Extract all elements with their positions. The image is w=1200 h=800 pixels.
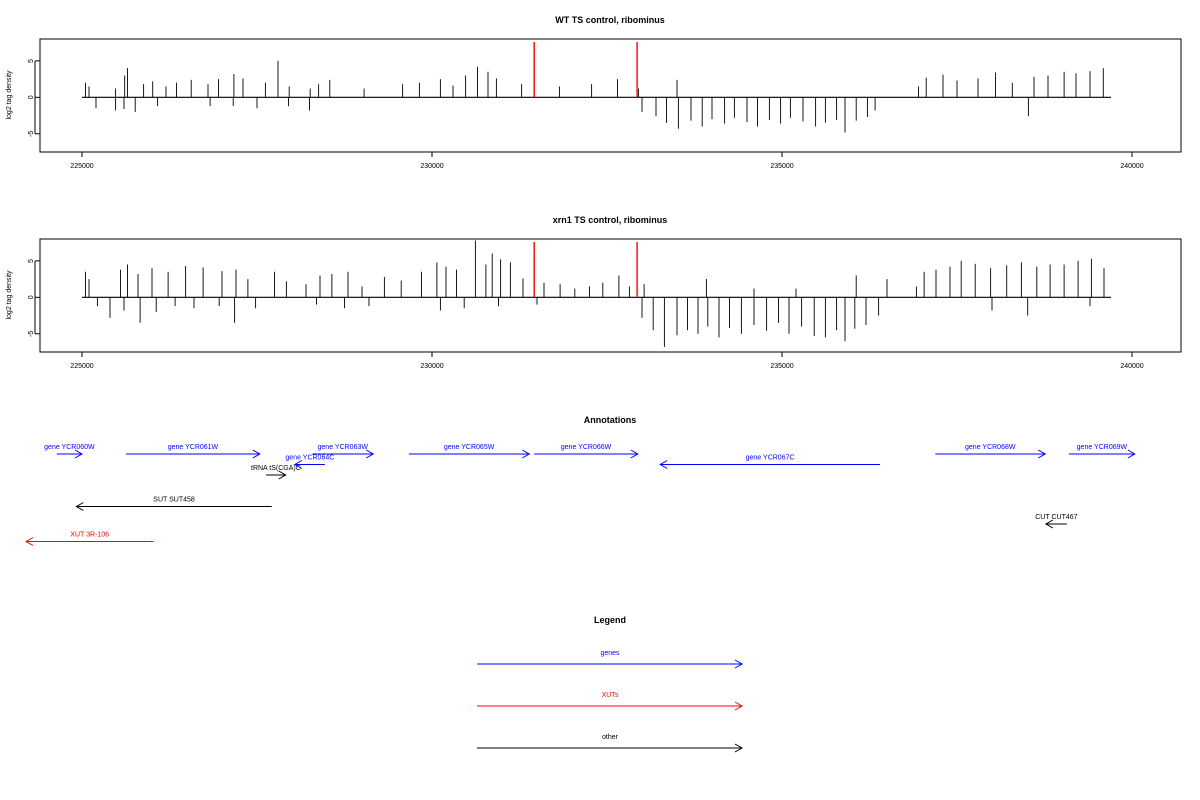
- legend-label: XUTs: [602, 692, 619, 699]
- annotations-title: Annotations: [584, 415, 637, 425]
- y-tick-label: -5: [28, 131, 35, 137]
- arrow-head: [734, 659, 744, 669]
- panel-title: xrn1 TS control, ribominus: [553, 215, 668, 225]
- y-axis-title: log2 tag density: [6, 70, 13, 120]
- feature-label: gene YCR066W: [561, 444, 612, 451]
- annotation-feature: gene YCR063W: [312, 444, 375, 459]
- boundary-markers: [533, 42, 638, 98]
- legend-item: genes: [477, 650, 744, 669]
- arrow-head: [522, 449, 531, 459]
- feature-label: CUT CUT467: [1035, 514, 1077, 521]
- arrow-head: [293, 460, 303, 469]
- boundary-markers: [533, 242, 638, 298]
- wt-density-panel: WT TS control, ribominus log2 tag densit…: [6, 15, 1182, 170]
- x-tick-label: 230000: [420, 163, 443, 170]
- arrow-head: [74, 449, 84, 459]
- annotation-feature: tRNA tS(CGA)C: [251, 465, 301, 480]
- annotation-feature: CUT CUT467: [1035, 514, 1078, 529]
- annotation-features: gene YCR060W gene YCR061W gene YCR063W gene…: [24, 444, 1136, 546]
- arrow-head: [630, 449, 639, 459]
- arrow-head: [24, 537, 34, 546]
- feature-label: gene YCR068W: [965, 444, 1016, 451]
- feature-label: gene YCR060W: [44, 444, 95, 451]
- arrow-head: [1127, 449, 1136, 459]
- annotations-track: Annotations gene YCR060W gene YCR061W gene…: [24, 415, 1136, 546]
- axes: 225000 230000 235000 240000 -5 0 5: [28, 259, 1144, 370]
- y-tick-label: 5: [28, 59, 35, 63]
- legend-items: genes XUTs other: [477, 650, 744, 753]
- feature-label: gene YCR067C: [746, 455, 795, 462]
- feature-label: gene YCR064C: [285, 455, 334, 462]
- x-tick-label: 240000: [1120, 163, 1143, 170]
- annotation-feature: gene YCR061W: [126, 444, 261, 459]
- x-tick-label: 230000: [420, 363, 443, 370]
- plot-frame: [39, 38, 1182, 153]
- legend-item: XUTs: [477, 692, 744, 711]
- plot-frame: [39, 238, 1182, 353]
- y-axis-title: log2 tag density: [6, 270, 13, 320]
- x-tick-label: 240000: [1120, 363, 1143, 370]
- xrn1-density-panel: xrn1 TS control, ribominus log2 tag dens…: [6, 215, 1182, 370]
- arrow-head: [365, 449, 375, 459]
- x-tick-label: 235000: [770, 163, 793, 170]
- annotation-feature: gene YCR066W: [534, 444, 639, 459]
- annotation-feature: gene YCR060W: [44, 444, 95, 459]
- feature-label: tRNA tS(CGA)C: [251, 465, 301, 472]
- annotation-feature: gene YCR067C: [659, 455, 880, 469]
- annotation-feature: gene YCR064C: [285, 455, 334, 469]
- annotation-feature: gene YCR069W: [1069, 444, 1136, 459]
- y-tick-label: 5: [28, 259, 35, 263]
- arrow-head: [1044, 519, 1054, 529]
- annotation-feature: gene YCR068W: [935, 444, 1047, 459]
- arrow-head: [75, 502, 84, 511]
- annotation-feature: XUT 3R-106: [24, 532, 154, 546]
- legend-label: genes: [600, 650, 620, 657]
- feature-label: SUT SUT458: [153, 497, 195, 504]
- annotation-feature: gene YCR065W: [408, 444, 531, 459]
- axes: 225000 230000 235000 240000 -5 0 5: [28, 59, 1144, 170]
- density-bars: [82, 60, 1111, 133]
- density-bars: [82, 240, 1111, 347]
- legend-item: other: [477, 734, 744, 753]
- x-tick-label: 225000: [70, 163, 93, 170]
- legend: Legend genes XUTs other: [477, 615, 744, 753]
- feature-label: gene YCR069W: [1077, 444, 1128, 451]
- panel-title: WT TS control, ribominus: [555, 15, 665, 25]
- arrow-head: [659, 460, 668, 469]
- feature-label: XUT 3R-106: [70, 532, 109, 539]
- legend-label: other: [602, 734, 619, 741]
- arrow-head: [734, 743, 744, 753]
- feature-label: gene YCR063W: [318, 444, 369, 451]
- feature-label: gene YCR065W: [444, 444, 495, 451]
- arrow-head: [734, 701, 744, 711]
- arrow-head: [1037, 449, 1047, 459]
- y-tick-label: 0: [28, 95, 35, 99]
- arrow-head: [278, 470, 287, 480]
- x-tick-label: 235000: [770, 363, 793, 370]
- y-tick-label: -5: [28, 331, 35, 337]
- arrow-head: [252, 449, 261, 459]
- x-tick-label: 225000: [70, 363, 93, 370]
- y-tick-label: 0: [28, 295, 35, 299]
- feature-label: gene YCR061W: [168, 444, 219, 451]
- legend-title: Legend: [594, 615, 626, 625]
- annotation-feature: SUT SUT458: [75, 497, 272, 511]
